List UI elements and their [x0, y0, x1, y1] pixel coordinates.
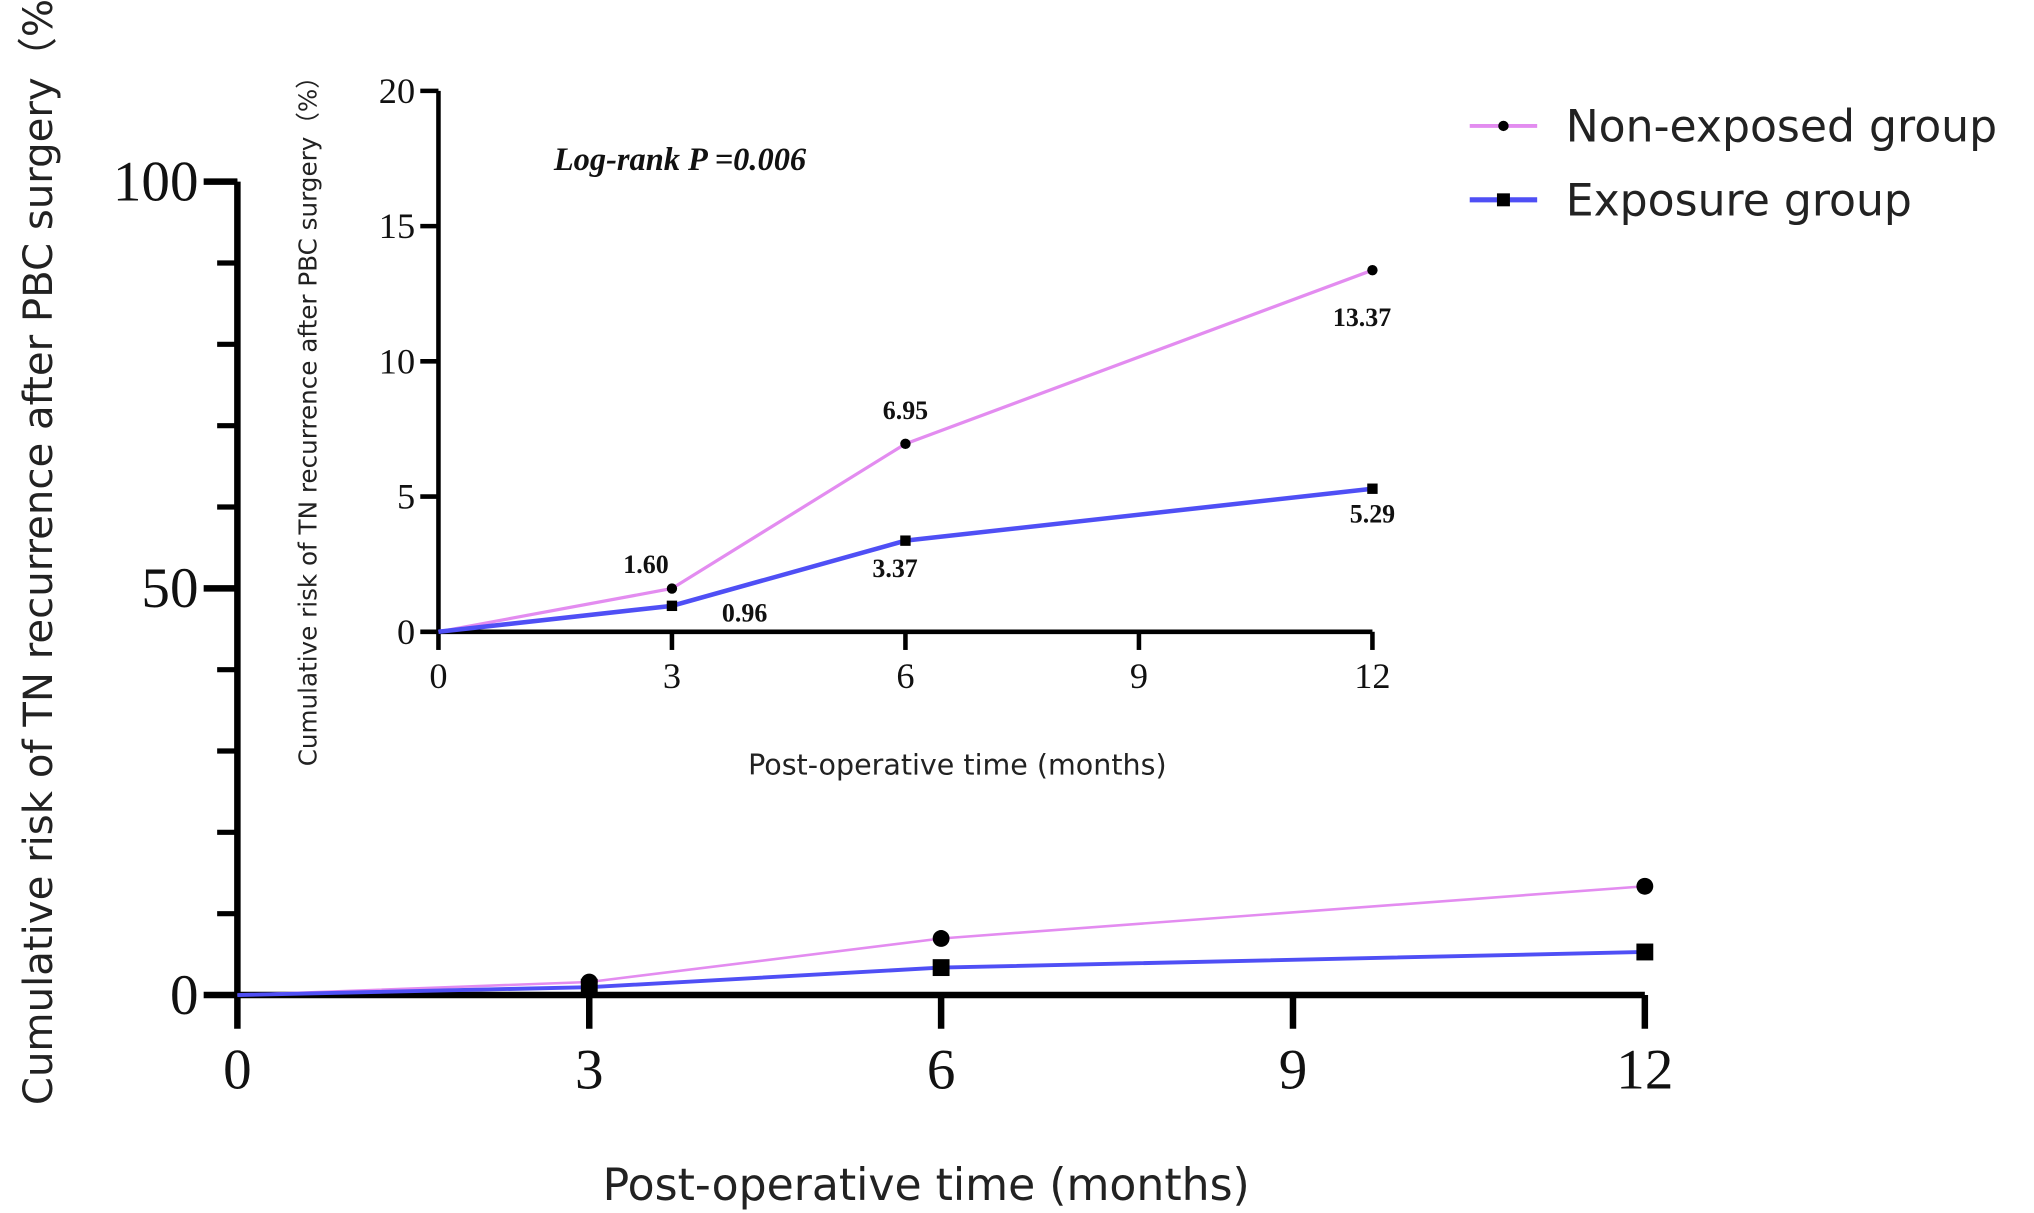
y-tick-label: 0: [397, 612, 415, 652]
legend-item: Exposure group: [1469, 175, 1912, 226]
y-tick-label: 50: [141, 557, 198, 620]
data-point-exposure-group: [1636, 943, 1654, 961]
legend-label: Exposure group: [1566, 175, 1912, 226]
data-point-exposure-group: [900, 535, 911, 546]
data-point-exposure-group: [580, 978, 598, 996]
y-tick-label: 15: [379, 206, 415, 246]
data-point-non-exposed-group: [666, 583, 678, 594]
log-rank-annotation: Log-rank P =0.006: [553, 142, 807, 178]
x-tick-label: 12: [1354, 656, 1390, 696]
y-tick-label: 0: [170, 964, 199, 1027]
main-y-axis-label: Cumulative risk of TN recurrence after P…: [16, 0, 62, 1105]
legend-marker-circle: [1498, 120, 1509, 132]
data-point-non-exposed-group: [1367, 264, 1378, 276]
inset-chart: 0 5 10 15 20 0 3 6 9 12 1.60 6.95 13.37 0.96 3.37 5.29: [379, 71, 1395, 696]
data-label-exposure-group: 5.29: [1350, 499, 1395, 528]
data-label-exposure-group: 3.37: [872, 554, 917, 583]
data-point-exposure-group: [1367, 483, 1378, 494]
x-tick-label: 9: [1279, 1039, 1308, 1102]
x-tick-label: 6: [896, 656, 914, 696]
legend-label: Non-exposed group: [1566, 101, 1997, 152]
series-line-exposure-group: [438, 486, 1373, 635]
y-tick-label: 5: [397, 477, 415, 517]
data-label-non-exposed-group: 13.37: [1333, 303, 1391, 332]
x-tick-label: 9: [1130, 656, 1148, 696]
inset-x-axis-label: Post-operative time (months): [748, 748, 1167, 781]
data-point-non-exposed-group: [932, 930, 950, 947]
series-line-exposure-group: [237, 950, 1645, 997]
legend-item: Non-exposed group: [1469, 101, 1997, 152]
series-line-non-exposed-group: [438, 268, 1373, 634]
x-tick-label: 3: [575, 1039, 604, 1102]
inset-y-axis-label: Cumulative risk of TN recurrence after P…: [294, 64, 323, 766]
x-tick-label: 6: [927, 1039, 956, 1102]
data-point-non-exposed-group: [1636, 877, 1654, 895]
x-tick-label: 12: [1616, 1039, 1673, 1102]
legend-marker-square: [1496, 193, 1510, 207]
data-label-non-exposed-group: 6.95: [883, 396, 928, 425]
data-point-exposure-group: [666, 600, 678, 612]
data-label-non-exposed-group: 1.60: [623, 550, 668, 579]
y-tick-label: 10: [379, 341, 415, 381]
y-tick-label: 100: [113, 151, 199, 214]
main-x-axis-label: Post-operative time (months): [603, 1160, 1250, 1211]
x-tick-label: 0: [429, 656, 447, 696]
series-line-non-exposed-group: [237, 884, 1645, 997]
data-label-exposure-group: 0.96: [722, 598, 767, 627]
x-tick-label: 0: [223, 1039, 252, 1102]
x-tick-label: 3: [663, 656, 681, 696]
data-point-non-exposed-group: [900, 438, 911, 450]
data-point-exposure-group: [932, 959, 950, 977]
y-tick-label: 20: [379, 71, 415, 111]
legend: Non-exposed group Exposure group: [1469, 101, 1997, 226]
